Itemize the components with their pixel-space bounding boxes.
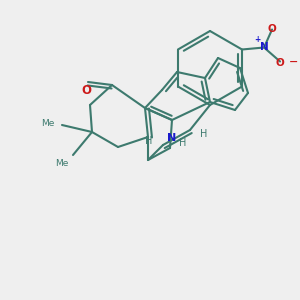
Text: O: O (276, 58, 284, 68)
Text: +: + (254, 35, 260, 44)
Text: Me: Me (40, 118, 54, 127)
Text: O: O (268, 23, 276, 34)
Text: H: H (179, 138, 187, 148)
Text: O: O (81, 85, 91, 98)
Text: N: N (260, 43, 268, 52)
Text: N: N (167, 133, 177, 143)
Text: H: H (200, 129, 208, 139)
Text: H: H (145, 136, 153, 146)
Text: −: − (288, 56, 298, 67)
Text: Me: Me (56, 158, 69, 167)
